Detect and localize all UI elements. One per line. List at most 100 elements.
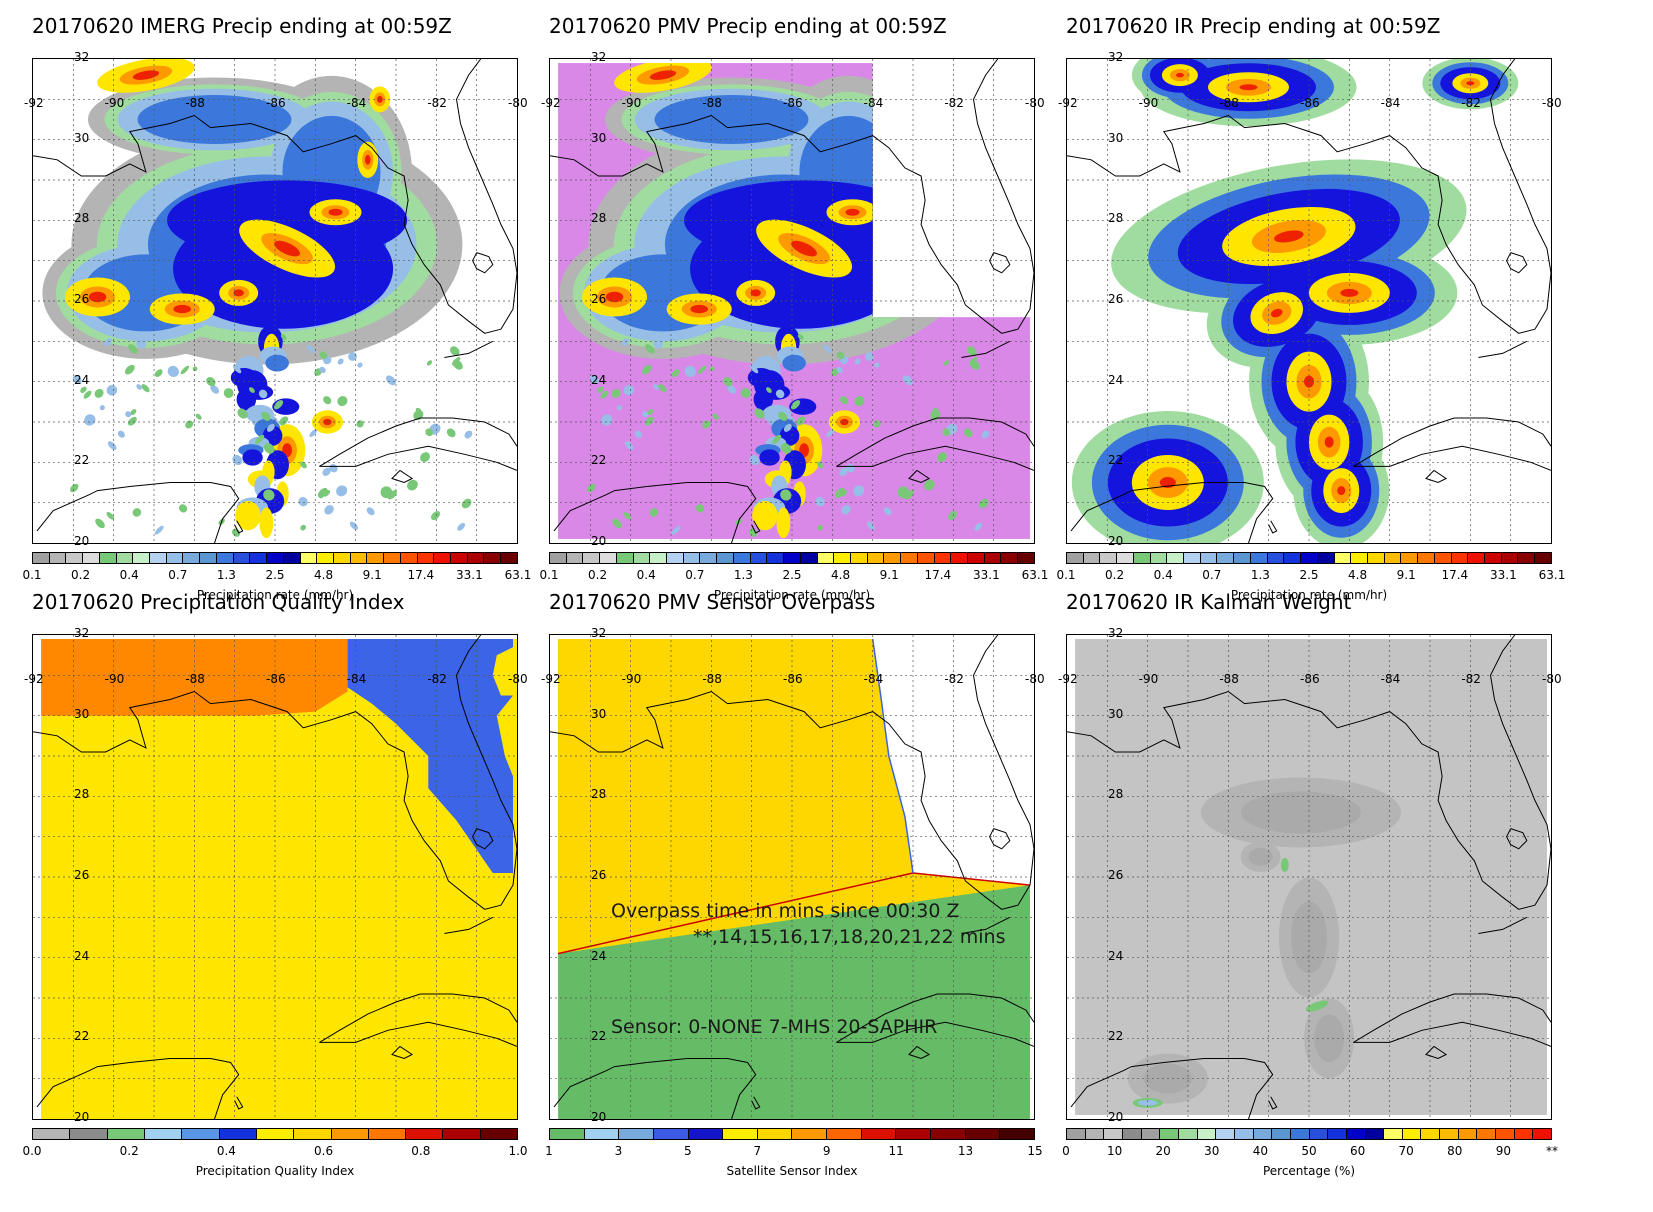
lat-label: 20 — [591, 1110, 607, 1124]
colorbar-swatch — [834, 553, 851, 563]
colorbar-swatch — [967, 553, 985, 563]
colorbar-swatch — [1384, 553, 1402, 563]
colorbar-swatch — [1346, 1129, 1366, 1139]
colorbar-swatch — [384, 553, 401, 563]
lat-label: 30 — [591, 706, 607, 721]
lon-label: -90 — [104, 96, 125, 110]
panel-overpass: 20170620 PMV Sensor Overpass 32 30 28 26 24 22… — [517, 576, 1057, 1178]
panel-title: 20170620 PMV Sensor Overpass — [549, 590, 876, 614]
panel-title: 20170620 IR Precip ending at 00:59Z — [1066, 14, 1441, 38]
colorbar-swatch — [367, 553, 385, 563]
colorbar-tick-label: 80 — [1447, 1144, 1463, 1158]
colorbar-swatch — [1496, 1129, 1515, 1139]
colorbar-swatch — [1451, 553, 1469, 563]
colorbar-swatch — [1200, 553, 1218, 563]
colorbar-swatch — [1000, 1129, 1034, 1139]
panel-title: 20170620 Precipitation Quality Index — [32, 590, 405, 614]
colorbar-tick-label: 13 — [957, 1144, 974, 1158]
colorbar-swatch — [331, 1129, 369, 1139]
map-area — [1066, 58, 1552, 544]
colorbar-swatch — [250, 553, 268, 563]
colorbar-swatch — [917, 553, 935, 563]
lon-label: -86 — [1300, 672, 1320, 686]
colorbar-tick-label: 0.1 — [539, 568, 559, 582]
colorbar-tick-label: 0.7 — [168, 568, 188, 582]
colorbar-swatch — [1334, 553, 1352, 563]
lon-label: -90 — [1138, 96, 1159, 110]
colorbar — [32, 552, 518, 564]
colorbar-swatch — [1301, 553, 1318, 563]
colorbar-swatch — [733, 553, 751, 563]
colorbar-swatch — [1518, 553, 1536, 563]
colorbar-swatch — [667, 553, 684, 563]
lon-label: -92 — [541, 672, 561, 686]
colorbar-swatch — [1458, 1129, 1478, 1139]
colorbar-swatch — [368, 1129, 407, 1139]
colorbar — [32, 1128, 518, 1140]
map-svg — [1067, 59, 1551, 543]
lat-label: 26 — [591, 292, 607, 306]
colorbar-swatch — [107, 1129, 145, 1139]
colorbar-tick-label: 2.5 — [265, 568, 285, 582]
colorbar-swatch — [934, 553, 952, 563]
colorbar-tick-label: 90 — [1495, 1144, 1512, 1158]
colorbar-swatch — [294, 1129, 332, 1139]
lat-label: 22 — [591, 453, 607, 468]
colorbar-swatch — [99, 553, 117, 563]
colorbar-swatch — [1067, 1129, 1086, 1139]
lat-label: 28 — [591, 211, 607, 226]
colorbar-swatch — [1167, 553, 1185, 563]
colorbar-swatch — [1122, 1129, 1142, 1139]
colorbar-tick-label: 11 — [888, 1144, 904, 1158]
colorbar-swatch — [884, 553, 902, 563]
colorbar-tick-label: 0.1 — [22, 568, 42, 582]
colorbar-swatch — [406, 1129, 444, 1139]
colorbar-tick-label: 3 — [614, 1144, 623, 1158]
colorbar-swatch — [200, 553, 217, 563]
colorbar-swatch — [166, 553, 184, 563]
lon-label: -80 — [1025, 672, 1045, 686]
colorbar-swatch — [1514, 1129, 1534, 1139]
lat-label: 22 — [74, 453, 90, 468]
colorbar-tick-label: ** — [1546, 1144, 1558, 1158]
lon-label: -86 — [1300, 96, 1320, 110]
lat-label: 24 — [591, 372, 607, 387]
colorbar-swatch — [583, 553, 601, 563]
lat-label: 26 — [1108, 868, 1124, 882]
colorbar-swatch — [484, 553, 502, 563]
panel-ir: 20170620 IR Precip ending at 00:59Z 32 30 2… — [1034, 0, 1574, 602]
lon-label: -92 — [1058, 96, 1078, 110]
lon-label: -84 — [863, 672, 884, 686]
panel-title: 20170620 IMERG Precip ending at 00:59Z — [32, 14, 452, 38]
colorbar-tick-label: 1.3 — [216, 568, 236, 582]
colorbar-swatch — [861, 1129, 897, 1139]
colorbar-tick-label: 4.8 — [1348, 568, 1368, 582]
colorbar-swatch — [283, 553, 301, 563]
colorbar-swatch — [1434, 553, 1452, 563]
colorbar-tick-label: 63.1 — [1538, 568, 1566, 582]
colorbar-swatch — [965, 1129, 1001, 1139]
lon-label: -80 — [1025, 96, 1045, 110]
colorbar-swatch — [233, 553, 251, 563]
colorbar-swatch — [550, 1129, 585, 1139]
colorbar-tick-label: 0.1 — [1056, 568, 1076, 582]
colorbar-swatch — [434, 553, 451, 563]
lat-label: 30 — [1108, 706, 1124, 721]
panel-title: 20170620 IR Kalman Weight — [1066, 590, 1352, 614]
colorbar-swatch — [1250, 553, 1268, 563]
colorbar-swatch — [984, 553, 1002, 563]
colorbar-swatch — [616, 553, 634, 563]
colorbar-swatch — [584, 1129, 620, 1139]
lon-label: -88 — [185, 672, 205, 686]
lon-label: -80 — [508, 672, 528, 686]
lat-label: 24 — [1108, 372, 1124, 387]
colorbar-tick-label: 9.1 — [879, 568, 899, 582]
colorbar-tick-label: 0.4 — [216, 1144, 236, 1158]
colorbar — [549, 1128, 1035, 1140]
lat-label: 24 — [74, 372, 90, 387]
colorbar-swatch — [1351, 553, 1368, 563]
colorbar-label: Precipitation rate (mm/hr) — [713, 588, 871, 602]
lon-label: -84 — [1380, 672, 1401, 686]
colorbar-swatch — [901, 553, 918, 563]
colorbar-swatch — [1117, 553, 1134, 563]
